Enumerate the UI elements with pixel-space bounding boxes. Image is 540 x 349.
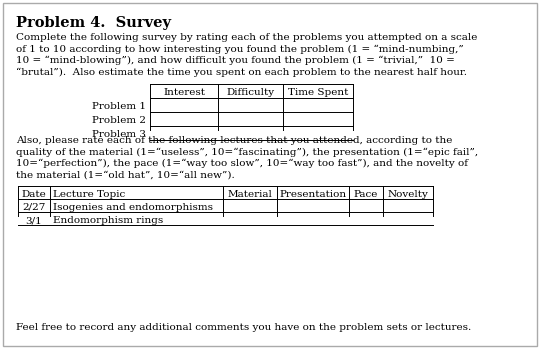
Text: Novelty: Novelty xyxy=(388,190,428,199)
Text: Pace: Pace xyxy=(354,190,378,199)
Text: Endomorphism rings: Endomorphism rings xyxy=(53,216,163,225)
Text: Problem 4.  Survey: Problem 4. Survey xyxy=(16,16,171,30)
Text: Problem 3: Problem 3 xyxy=(92,130,146,139)
Text: Lecture Topic: Lecture Topic xyxy=(53,190,125,199)
Text: Material: Material xyxy=(227,190,273,199)
Text: Interest: Interest xyxy=(163,88,205,97)
Text: Problem 1: Problem 1 xyxy=(92,102,146,111)
Text: Complete the following survey by rating each of the problems you attempted on a : Complete the following survey by rating … xyxy=(16,33,477,42)
Text: 2/27: 2/27 xyxy=(22,203,46,212)
Text: Time Spent: Time Spent xyxy=(288,88,348,97)
Text: Presentation: Presentation xyxy=(279,190,347,199)
Text: Date: Date xyxy=(22,190,46,199)
Text: quality of the material (1=“useless”, 10=“fascinating”), the presentation (1=“ep: quality of the material (1=“useless”, 10… xyxy=(16,148,478,157)
Text: Isogenies and endomorphisms: Isogenies and endomorphisms xyxy=(53,203,213,212)
Text: Problem 2: Problem 2 xyxy=(92,116,146,125)
Text: 10=“perfection”), the pace (1=“way too slow”, 10=“way too fast”), and the novelt: 10=“perfection”), the pace (1=“way too s… xyxy=(16,159,468,168)
Text: 10 = “mind-blowing”), and how difficult you found the problem (1 = “trivial,”  1: 10 = “mind-blowing”), and how difficult … xyxy=(16,56,455,65)
Text: “brutal”).  Also estimate the time you spent on each problem to the nearest half: “brutal”). Also estimate the time you sp… xyxy=(16,67,467,77)
Text: of 1 to 10 according to how interesting you found the problem (1 = “mind-numbing: of 1 to 10 according to how interesting … xyxy=(16,45,464,54)
Text: Difficulty: Difficulty xyxy=(226,88,274,97)
Text: Feel free to record any additional comments you have on the problem sets or lect: Feel free to record any additional comme… xyxy=(16,323,471,332)
Text: Also, please rate each of the following lectures that you attended, according to: Also, please rate each of the following … xyxy=(16,136,453,145)
Text: the material (1=“old hat”, 10=“all new”).: the material (1=“old hat”, 10=“all new”)… xyxy=(16,171,235,179)
Text: 3/1: 3/1 xyxy=(25,216,42,225)
